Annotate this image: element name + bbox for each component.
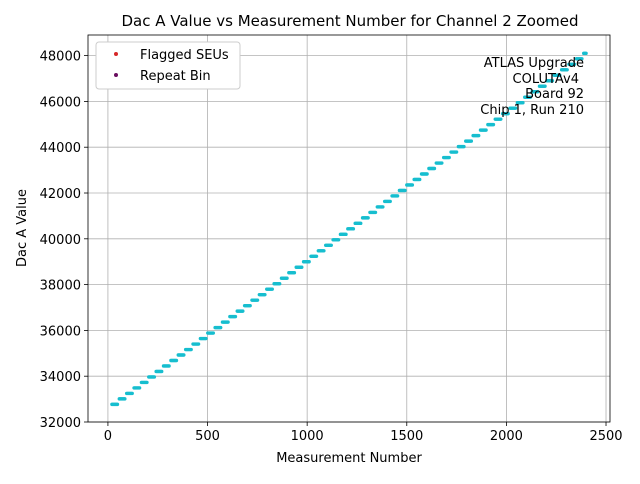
data-point [558, 73, 562, 77]
x-tick-label: 500 [195, 429, 220, 444]
data-point [255, 298, 260, 302]
data-point [115, 402, 120, 407]
data-points [110, 51, 588, 407]
data-point [336, 238, 341, 242]
data-point [314, 254, 319, 258]
data-point [123, 397, 127, 401]
x-axis-ticks: 0 500 1000 1500 2000 2500 [104, 422, 623, 444]
data-point [248, 303, 252, 308]
annotation-line-1: ATLAS Upgrade [484, 56, 584, 71]
data-point [174, 358, 179, 363]
y-tick-label: 40000 [40, 233, 81, 248]
legend: Flagged SEUs Repeat Bin [95, 41, 241, 90]
data-point [241, 309, 245, 313]
chart-title: Dac A Value vs Measurement Number for Ch… [121, 12, 578, 30]
data-point [440, 161, 444, 165]
data-point [211, 331, 216, 335]
plot-frame [87, 34, 611, 423]
legend-label-flagged-seus: Flagged SEUs [140, 48, 229, 63]
data-point [277, 281, 282, 286]
data-point [447, 155, 451, 160]
x-tick-label: 2500 [589, 429, 622, 444]
y-tick-label: 36000 [40, 324, 81, 339]
data-point [580, 57, 584, 61]
data-point [189, 347, 193, 352]
data-point [366, 216, 370, 220]
data-point [351, 227, 356, 231]
data-point [543, 84, 547, 88]
data-point [182, 353, 186, 357]
data-point [506, 111, 510, 116]
data-point [145, 380, 149, 385]
data-point [432, 166, 437, 171]
legend-label-repeat-bin: Repeat Bin [140, 69, 211, 84]
annotation-line-3: Board 92 [525, 87, 584, 102]
data-point [425, 172, 429, 176]
y-axis-ticks: 32000 34000 36000 38000 40000 42000 44000 46000… [40, 50, 88, 431]
data-point [344, 232, 348, 237]
data-point [535, 90, 540, 94]
data-point [584, 51, 588, 56]
data-point [137, 386, 142, 390]
data-point [285, 276, 289, 280]
y-tick-label: 34000 [40, 370, 81, 385]
legend-box [95, 41, 241, 90]
x-tick-label: 0 [104, 429, 112, 444]
data-point [233, 314, 238, 319]
annotation-line-2: COLUTAv4 [513, 72, 579, 87]
y-tick-label: 42000 [40, 187, 81, 202]
legend-marker-repeat-bin [114, 73, 118, 77]
data-point [565, 68, 569, 72]
x-axis-title: Measurement Number [276, 451, 422, 466]
data-point [418, 177, 422, 182]
data-point [322, 249, 326, 253]
data-point [292, 271, 297, 275]
data-point [572, 62, 577, 66]
y-tick-label: 38000 [40, 279, 81, 294]
data-point [160, 369, 164, 374]
data-point [307, 260, 311, 264]
y-tick-label: 46000 [40, 95, 81, 110]
data-point [226, 320, 230, 324]
data-point [388, 199, 392, 204]
x-tick-label: 1500 [390, 429, 423, 444]
data-point [513, 106, 518, 110]
data-point [462, 144, 466, 149]
data-point [263, 292, 267, 297]
data-point [359, 221, 363, 226]
data-point [373, 210, 378, 215]
data-point [499, 117, 503, 121]
data-point [196, 342, 201, 346]
data-point [469, 139, 474, 143]
data-point [300, 265, 304, 269]
annotation-text: ATLAS Upgrade COLUTAv4 Board 92 Chip 1, … [480, 56, 584, 118]
data-point [152, 375, 157, 379]
data-point [218, 325, 223, 330]
annotation-line-4: Chip 1, Run 210 [480, 103, 584, 118]
y-tick-label: 48000 [40, 50, 81, 65]
data-point [395, 194, 400, 198]
y-tick-label: 32000 [40, 416, 81, 431]
data-point [270, 287, 274, 291]
data-point [454, 150, 459, 154]
data-point [491, 122, 496, 127]
y-axis-title: Dac A Value [15, 189, 30, 267]
data-point [484, 128, 488, 132]
data-point [167, 364, 171, 368]
data-point [381, 205, 385, 209]
data-point [204, 336, 208, 341]
data-point [130, 391, 134, 396]
data-point [521, 100, 525, 105]
data-point [550, 79, 555, 83]
x-tick-label: 2000 [490, 429, 523, 444]
y-tick-label: 44000 [40, 141, 81, 156]
data-point [329, 243, 333, 247]
data-point [410, 183, 415, 187]
data-point [528, 95, 533, 99]
x-tick-label: 1000 [291, 429, 324, 444]
data-point [403, 188, 407, 193]
legend-marker-flagged-seus [114, 52, 118, 56]
data-point [477, 133, 481, 138]
